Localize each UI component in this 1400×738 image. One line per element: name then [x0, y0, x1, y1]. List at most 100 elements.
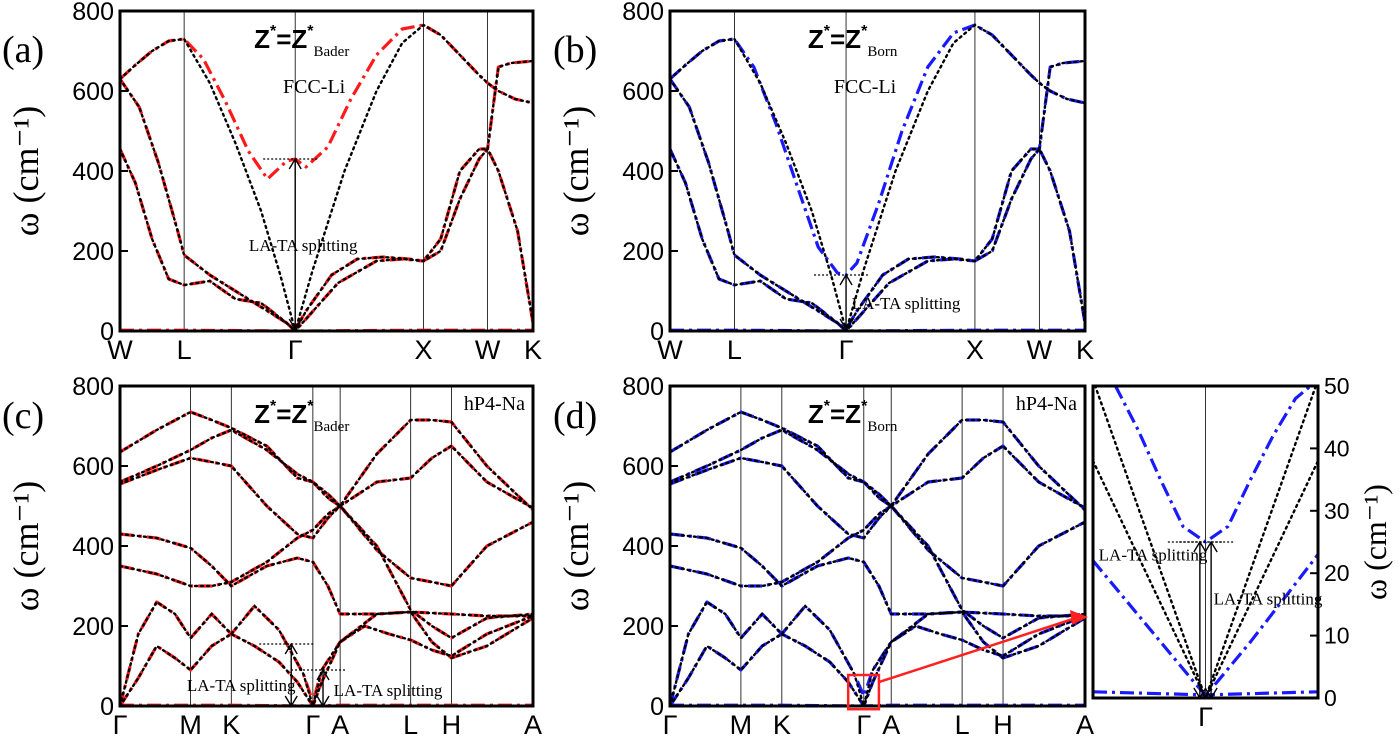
kpoint-label: K [1076, 335, 1094, 365]
panel-label: (c) [2, 395, 44, 437]
splitting-label: LA-TA splitting [1099, 546, 1208, 565]
series-reference-2 [670, 77, 1085, 331]
kpoint-label: K [524, 335, 542, 365]
series-born-6 [670, 600, 1085, 706]
panel-subtitle: FCC-Li [834, 76, 897, 98]
y-tick-label: 600 [622, 453, 664, 481]
kpoint-label: A [331, 710, 349, 738]
y-tick-label: 0 [650, 693, 664, 721]
series-born-5 [670, 504, 1085, 640]
series-reference-6 [670, 600, 1085, 706]
panel-title: Z*=Z*Bader [254, 398, 349, 435]
kpoint-label: M [730, 710, 753, 738]
series-bader-3 [120, 59, 533, 331]
y-tick-label: 0 [1324, 685, 1337, 711]
kpoint-label: L [955, 710, 970, 738]
la-ta-splitting-annotation: LA-TA splitting [249, 157, 358, 331]
panel-label: (b) [553, 29, 597, 71]
y-tick-label: 600 [72, 453, 114, 481]
series-reference-3 [670, 59, 1085, 331]
y-tick-label: 10 [1324, 623, 1350, 649]
series-bader-2 [120, 78, 533, 331]
arrow-head [284, 695, 298, 708]
series-reference-2 [1093, 459, 1318, 698]
arrow-head [1204, 687, 1218, 700]
kpoint-label: X [966, 335, 984, 365]
y-tick-label: 30 [1324, 498, 1350, 524]
kpoint-label: A [524, 710, 542, 738]
arrow-head [288, 157, 302, 170]
series-reference-1 [670, 410, 1085, 512]
splitting-label: LA-TA splitting [187, 676, 296, 695]
kpoint-label: L [727, 335, 742, 365]
arrow-head [1204, 540, 1218, 553]
y-tick-label: 50 [1324, 373, 1350, 399]
series-bader-4 [120, 532, 533, 660]
y-axis-title: ω (cm⁻¹) [1357, 484, 1393, 600]
y-tick-label: 200 [72, 613, 114, 641]
y-axis-title: ω (cm⁻¹) [6, 481, 46, 611]
y-tick-label: 400 [72, 533, 114, 561]
kpoint-label: W [1027, 335, 1053, 365]
kpoint-label: Γ [1198, 702, 1213, 732]
arrow-head [316, 695, 330, 708]
plot-area [670, 410, 1085, 706]
series-reference-1 [120, 410, 533, 512]
series-reference-1 [120, 23, 533, 331]
y-tick-label: 800 [72, 373, 114, 401]
series-reference-7 [670, 610, 1085, 706]
kpoint-label: K [222, 710, 240, 738]
series-born-3 [670, 59, 1085, 331]
la-ta-splitting-annotation: LA-TA splitting [291, 668, 443, 708]
series-bader-3 [120, 456, 533, 588]
kpoint-label: A [1076, 710, 1094, 738]
y-axis-title: ω (cm⁻¹) [6, 106, 46, 236]
kpoint-label: Γ [288, 335, 303, 365]
series-reference-2 [670, 428, 1085, 510]
kpoint-label: L [177, 335, 192, 365]
kpoint-label: X [414, 335, 432, 365]
plot-area [120, 23, 533, 331]
kpoint-label: K [773, 710, 791, 738]
series-reference-4 [120, 532, 533, 660]
kpoint-label: W [475, 335, 501, 365]
zoom-arrow-head [1070, 610, 1088, 625]
series-reference-3 [120, 456, 533, 588]
panel-5: 0 10 20 30 40 50 Γω (cm⁻¹) LA-TA splitting LA-TA… [1091, 373, 1393, 732]
kpoint-label: M [179, 710, 202, 738]
series-reference-1 [670, 23, 1085, 331]
y-tick-label: 200 [72, 238, 114, 266]
la-ta-splitting-annotation: LA-TA splitting [1179, 540, 1323, 700]
series-bader-6 [120, 600, 533, 706]
panel-title: Z*=Z*Born [808, 398, 898, 435]
series-reference-3 [120, 59, 533, 331]
kpoint-label: Γ [663, 710, 678, 738]
plot-area [120, 410, 533, 706]
kpoint-label: H [442, 710, 462, 738]
y-tick-label: 800 [622, 0, 664, 26]
series-born-1 [1114, 386, 1314, 544]
arrow-head [839, 318, 853, 331]
y-tick-label: 400 [622, 158, 664, 186]
panel-subtitle: FCC-Li [283, 76, 346, 98]
kpoint-label: Γ [305, 710, 320, 738]
y-tick-label: 400 [72, 158, 114, 186]
kpoint-label: H [993, 710, 1013, 738]
zoom-arrow [878, 616, 1077, 684]
splitting-label: LA-TA splitting [852, 294, 961, 313]
la-ta-splitting-annotation: LA-TA splitting [1099, 540, 1222, 700]
y-tick-label: 0 [100, 693, 114, 721]
series-reference-3 [670, 456, 1085, 588]
y-tick-label: 600 [72, 78, 114, 106]
splitting-label: LA-TA splitting [334, 681, 443, 700]
kpoint-label: Γ [856, 710, 871, 738]
series-reference-5 [670, 504, 1085, 640]
panel-title: Z*=Z*Bader [254, 23, 349, 60]
series-born-3 [1093, 690, 1318, 697]
panel-label: (d) [553, 395, 597, 437]
plot-area [670, 23, 1085, 331]
